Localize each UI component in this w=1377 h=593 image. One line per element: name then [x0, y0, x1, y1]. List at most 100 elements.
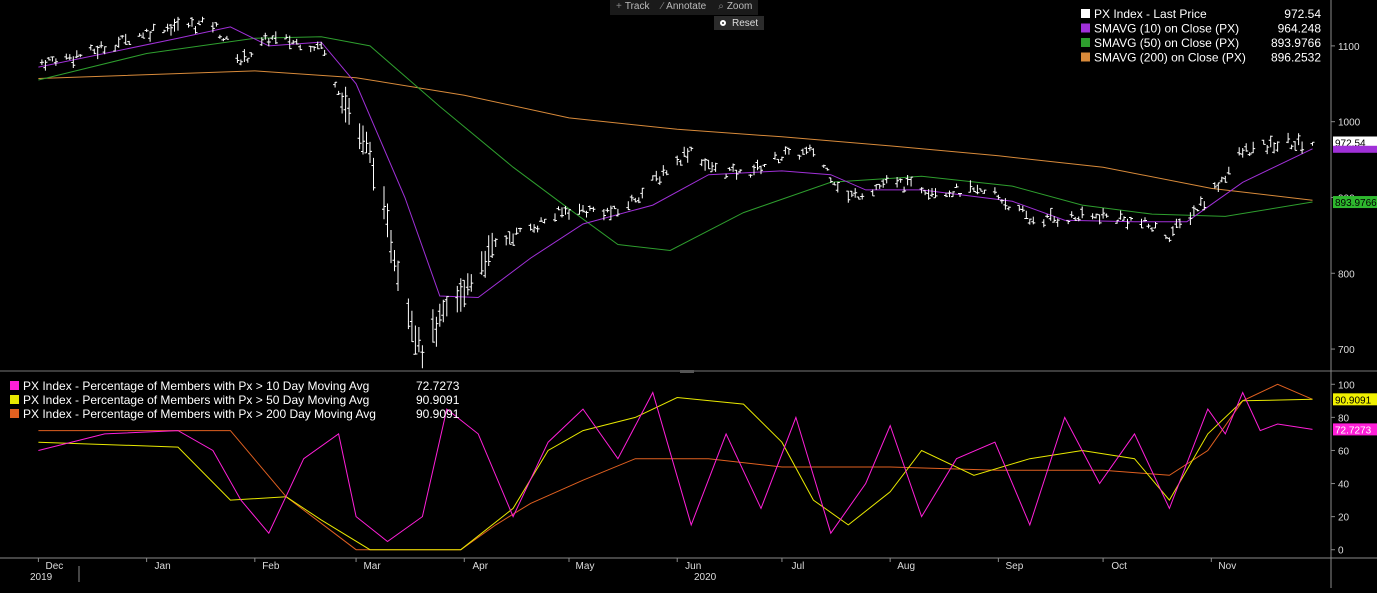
- price-bar: [755, 159, 760, 171]
- price-bar: [1045, 214, 1050, 219]
- price-bar: [626, 201, 631, 211]
- price-bar: [406, 298, 411, 330]
- price-bar: [88, 44, 93, 51]
- price-bar: [1188, 212, 1193, 225]
- price-bar: [1139, 218, 1144, 229]
- x-month-label: Sep: [1005, 561, 1023, 572]
- price-bar: [807, 144, 812, 152]
- price-bar: [1090, 213, 1095, 220]
- price-bar: [706, 159, 711, 170]
- price-bar: [151, 23, 156, 31]
- price-bar: [336, 90, 341, 95]
- pct50-line: [38, 396, 1313, 551]
- price-bar: [539, 217, 544, 222]
- price-bar: [148, 31, 153, 42]
- x-month-label: Oct: [1111, 561, 1127, 572]
- lower-y-tick-label: 0: [1338, 546, 1344, 557]
- price-bar: [1293, 141, 1298, 151]
- price-bar: [1212, 182, 1217, 189]
- price-bar: [1006, 206, 1011, 211]
- price-bar: [1122, 216, 1126, 221]
- price-bar: [340, 92, 345, 114]
- price-bar: [1216, 182, 1221, 192]
- price-bar: [504, 235, 509, 246]
- price-bar: [727, 167, 732, 171]
- price-bar: [636, 197, 641, 204]
- pct50-last-tag-box: [1333, 393, 1377, 406]
- price-bar: [416, 327, 421, 353]
- price-bar: [420, 345, 425, 369]
- pencil-icon: ∕: [661, 1, 664, 12]
- sma50-last-tag-box: [1333, 196, 1377, 209]
- price-bar: [748, 174, 753, 178]
- lower-y-tick-label: 40: [1338, 480, 1350, 491]
- price-bar: [1219, 176, 1224, 183]
- price-bar: [828, 177, 833, 183]
- price-bar: [511, 233, 516, 246]
- price-bar: [249, 52, 254, 58]
- price-bar: [898, 178, 903, 183]
- price-bar: [958, 193, 962, 197]
- price-bar: [825, 167, 830, 171]
- price-bar: [532, 224, 537, 233]
- x-month-label: Mar: [363, 561, 381, 572]
- price-bar: [982, 189, 987, 194]
- crosshair-icon: +: [616, 1, 622, 12]
- price-bar: [1052, 216, 1057, 223]
- legend-swatch: [10, 395, 19, 404]
- price-bar: [50, 56, 55, 62]
- price-bar: [601, 209, 606, 221]
- x-month-label: Apr: [472, 561, 488, 572]
- track-button[interactable]: + Track: [610, 0, 655, 15]
- price-bar: [703, 158, 708, 171]
- price-bar: [266, 38, 271, 47]
- price-bar: [67, 54, 72, 60]
- price-bar: [657, 176, 662, 185]
- zoom-button[interactable]: ⌕ Zoom: [712, 0, 758, 15]
- price-bar: [78, 54, 83, 58]
- price-bar: [396, 260, 400, 291]
- price-bar: [832, 181, 837, 186]
- price-bar: [1268, 135, 1273, 148]
- price-bar: [608, 205, 613, 221]
- price-bar: [1272, 142, 1277, 154]
- price-bar: [389, 230, 393, 264]
- price-bar: [633, 197, 638, 203]
- legend-label: PX Index - Percentage of Members with Px…: [23, 379, 369, 393]
- chart-toolbar: + Track ∕ Annotate ⌕ Zoom: [610, 0, 759, 15]
- price-bar: [567, 209, 571, 220]
- price-bar: [1017, 204, 1022, 212]
- price-bar: [629, 194, 634, 202]
- legend-value: 964.248: [1278, 22, 1322, 36]
- price-bar: [514, 227, 519, 235]
- price-bar: [434, 316, 439, 347]
- price-bar: [214, 22, 219, 27]
- x-year-label: 2020: [694, 572, 717, 583]
- price-bar: [99, 41, 104, 49]
- legend-value: 893.9766: [1271, 36, 1321, 50]
- price-bar: [615, 208, 620, 217]
- price-bar: [1094, 213, 1099, 219]
- price-bar: [661, 165, 666, 176]
- upper-y-tick-label: 1000: [1338, 118, 1361, 129]
- price-bar: [141, 32, 146, 39]
- price-bar: [1101, 208, 1106, 219]
- price-bar: [71, 56, 76, 68]
- reset-button[interactable]: Reset: [714, 16, 765, 30]
- price-bar: [120, 35, 125, 39]
- price-bar: [992, 187, 997, 195]
- price-bar: [74, 50, 79, 59]
- lower-y-tick-label: 80: [1338, 413, 1350, 424]
- price-bar: [210, 22, 215, 33]
- annotate-button[interactable]: ∕ Annotate: [655, 0, 712, 15]
- price-bar: [1055, 218, 1060, 227]
- price-bar: [556, 206, 561, 211]
- price-bar: [1177, 218, 1182, 229]
- lower-legend: PX Index - Percentage of Members with Px…: [10, 379, 460, 421]
- price-bar: [682, 146, 687, 157]
- price-bar: [190, 17, 194, 27]
- price-bar: [483, 250, 488, 278]
- price-bar: [1202, 201, 1207, 211]
- sma50-line: [38, 36, 1313, 252]
